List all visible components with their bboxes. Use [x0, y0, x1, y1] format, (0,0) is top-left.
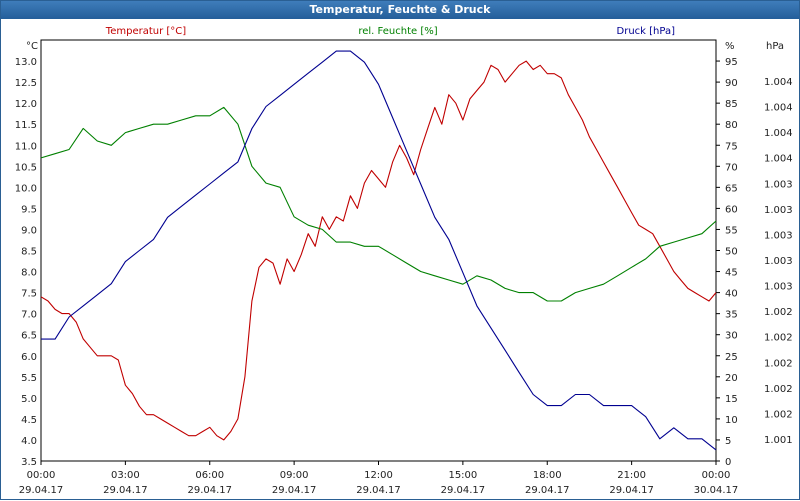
temperature-tick-label: 6.5 — [21, 331, 37, 342]
temperature-tick-label: 12.5 — [15, 78, 37, 89]
x-tick-date: 29.04.17 — [441, 485, 486, 496]
temperature-tick-label: 5.5 — [21, 373, 37, 384]
x-tick-time: 00:00 — [702, 470, 731, 481]
x-tick-date: 29.04.17 — [356, 485, 401, 496]
pressure-tick-label: 1.003 — [764, 179, 793, 190]
humidity-tick-label: 5 — [725, 436, 731, 447]
temperature-unit-label: °C — [26, 41, 38, 52]
humidity-tick-label: 50 — [725, 247, 738, 258]
humidity-tick-label: 40 — [725, 289, 738, 300]
axes — [40, 39, 720, 465]
pressure-unit-label: hPa — [766, 41, 784, 52]
x-tick-date: 29.04.17 — [103, 485, 148, 496]
x-tick-time: 09:00 — [280, 470, 309, 481]
temperature-tick-label: 10.5 — [15, 162, 37, 173]
plot-frame — [40, 39, 717, 462]
humidity-series-line — [40, 106, 717, 302]
pressure-tick-label: 1.003 — [764, 256, 793, 267]
pressure-tick-label: 1.002 — [764, 307, 793, 318]
pressure-tick-label: 1.004 — [764, 154, 793, 165]
temperature-tick-label: 5.0 — [21, 394, 37, 405]
x-tick-time: 18:00 — [533, 470, 562, 481]
x-tick-time: 12:00 — [364, 470, 393, 481]
humidity-tick-label: 55 — [725, 225, 738, 236]
temperature-tick-label: 8.5 — [21, 247, 37, 258]
temperature-tick-label: 11.5 — [15, 120, 37, 131]
pressure-tick-label: 1.002 — [764, 358, 793, 369]
humidity-tick-label: 60 — [725, 204, 738, 215]
temperature-tick-label: 11.0 — [15, 141, 37, 152]
temperature-tick-label: 7.5 — [21, 289, 37, 300]
pressure-tick-label: 1.003 — [764, 205, 793, 216]
humidity-tick-label: 0 — [725, 457, 731, 468]
humidity-tick-label: 70 — [725, 162, 738, 173]
temperature-tick-label: 3.5 — [21, 457, 37, 468]
pressure-tick-label: 1.003 — [764, 230, 793, 241]
window-title: Temperatur, Feuchte & Druck — [1, 1, 799, 19]
temperature-tick-label: 9.5 — [21, 204, 37, 215]
temperature-axis-title: Temperatur [°C] — [105, 26, 186, 37]
x-tick-time: 03:00 — [111, 470, 140, 481]
x-tick-time: 21:00 — [617, 470, 646, 481]
humidity-tick-label: 90 — [725, 78, 738, 89]
axis-labels: 00:00 29.04.17 03:00 29.04.17 06:00 29.04.17 0… — [15, 26, 793, 496]
temperature-tick-label: 6.0 — [21, 352, 37, 363]
x-tick-time: 06:00 — [195, 470, 224, 481]
pressure-tick-label: 1.003 — [764, 282, 793, 293]
humidity-tick-label: 95 — [725, 57, 738, 68]
humidity-tick-label: 15 — [725, 394, 738, 405]
humidity-tick-label: 45 — [725, 268, 738, 279]
temperature-series-line — [40, 60, 717, 441]
series-lines — [40, 50, 717, 451]
x-tick-time: 15:00 — [448, 470, 477, 481]
temperature-tick-label: 10.0 — [15, 183, 37, 194]
pressure-tick-label: 1.002 — [764, 409, 793, 420]
humidity-tick-label: 65 — [725, 183, 738, 194]
humidity-axis-title: rel. Feuchte [%] — [358, 26, 437, 37]
humidity-tick-label: 35 — [725, 310, 738, 321]
x-tick-date: 29.04.17 — [525, 485, 570, 496]
pressure-tick-label: 1.004 — [764, 77, 793, 88]
pressure-tick-label: 1.001 — [764, 435, 793, 446]
humidity-tick-label: 85 — [725, 99, 738, 110]
x-tick-date: 29.04.17 — [187, 485, 232, 496]
humidity-tick-label: 75 — [725, 141, 738, 152]
temperature-tick-label: 8.0 — [21, 268, 37, 279]
pressure-axis-title: Druck [hPa] — [617, 26, 676, 37]
temperature-tick-label: 7.0 — [21, 310, 37, 321]
temperature-tick-label: 4.5 — [21, 415, 37, 426]
pressure-tick-label: 1.002 — [764, 384, 793, 395]
pressure-tick-label: 1.004 — [764, 128, 793, 139]
x-tick-date: 30.04.17 — [694, 485, 739, 496]
x-tick-date: 29.04.17 — [609, 485, 654, 496]
pressure-tick-label: 1.002 — [764, 333, 793, 344]
humidity-tick-label: 80 — [725, 120, 738, 131]
x-tick-time: 00:00 — [27, 470, 56, 481]
temperature-tick-label: 12.0 — [15, 99, 37, 110]
humidity-unit-label: % — [725, 41, 735, 52]
x-tick-date: 29.04.17 — [19, 485, 64, 496]
pressure-tick-label: 1.004 — [764, 103, 793, 114]
humidity-tick-label: 10 — [725, 415, 738, 426]
pressure-series-line — [41, 50, 717, 451]
humidity-tick-label: 20 — [725, 373, 738, 384]
x-tick-date: 29.04.17 — [272, 485, 317, 496]
temperature-tick-label: 9.0 — [21, 225, 37, 236]
humidity-tick-label: 30 — [725, 331, 738, 342]
temperature-tick-label: 13.0 — [15, 57, 37, 68]
temperature-tick-label: 4.0 — [21, 436, 37, 447]
humidity-tick-label: 25 — [725, 352, 738, 363]
